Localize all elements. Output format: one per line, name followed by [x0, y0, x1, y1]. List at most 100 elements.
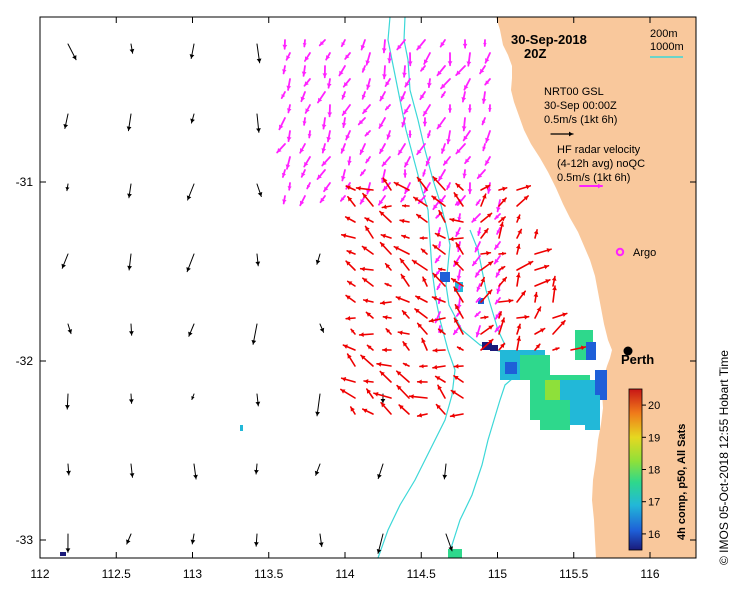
radar-vector: [434, 232, 446, 239]
radar-vector: [431, 296, 446, 303]
radar-vector: [440, 78, 451, 90]
radar-legend-line2: (4-12h avg) noQC: [557, 158, 645, 170]
radar-vector: [307, 130, 312, 139]
radar-vector: [440, 143, 446, 154]
radar-vector: [359, 169, 366, 177]
radar-vector: [434, 375, 446, 383]
radar-vector: [496, 227, 501, 235]
radar-vector: [401, 203, 410, 208]
radar-vector: [382, 177, 392, 191]
model-vector: [129, 323, 134, 336]
radar-vector: [431, 195, 446, 207]
radar-vector: [498, 317, 506, 335]
radar-vector: [379, 241, 392, 255]
radar-vector: [381, 156, 391, 167]
radar-vector: [455, 65, 466, 76]
model-vector: [126, 113, 132, 132]
radar-vector: [414, 308, 428, 319]
radar-vector: [432, 347, 446, 353]
radar-vector: [373, 391, 392, 399]
radar-vector: [318, 39, 326, 47]
radar-vector: [455, 143, 466, 155]
y-tick-label: -32: [16, 354, 34, 368]
radar-vector: [384, 282, 392, 287]
radar-vector: [397, 330, 410, 336]
radar-vector: [286, 78, 292, 91]
radar-vector: [384, 262, 392, 271]
radar-vector: [421, 337, 428, 351]
radar-vector: [552, 312, 568, 319]
sst-layer: [60, 272, 607, 558]
radar-vector: [400, 273, 410, 287]
radar-vector: [455, 242, 464, 255]
radar-vector: [286, 104, 292, 114]
radar-vector: [408, 394, 428, 399]
radar-vector: [533, 291, 539, 303]
radar-vector: [304, 104, 311, 114]
radar-legend-line1: HF radar velocity: [557, 144, 641, 156]
radar-vector: [495, 269, 501, 278]
radar-vector: [323, 182, 331, 193]
argo-label: Argo: [633, 247, 656, 259]
radar-vector: [471, 255, 481, 267]
radar-vector: [494, 213, 501, 220]
radar-vector: [382, 182, 391, 192]
radar-legend-arrow-glyph: [579, 183, 603, 189]
radar-vector: [403, 156, 411, 168]
radar-vector: [483, 39, 487, 47]
radar-vector: [321, 143, 327, 154]
radar-vector: [475, 199, 481, 206]
radar-vector: [303, 78, 311, 87]
radar-vector: [498, 221, 505, 239]
radar-vector: [432, 176, 446, 191]
radar-vector: [300, 169, 306, 178]
radar-vector: [362, 192, 374, 207]
radar-vector: [484, 156, 491, 166]
model-vector: [66, 463, 71, 476]
model-legend-arrow: [550, 131, 574, 137]
radar-vector: [484, 78, 491, 86]
x-tick-label: 113: [183, 567, 202, 581]
radar-vector: [359, 143, 366, 155]
radar-vector: [453, 286, 464, 303]
title-time: 20Z: [524, 46, 546, 61]
radar-vector: [423, 52, 431, 65]
radar-vector: [364, 225, 374, 239]
radar-vector: [475, 297, 481, 303]
radar-vector: [464, 156, 471, 165]
radar-vector: [393, 245, 410, 255]
radar-vector: [552, 285, 557, 303]
depth-legend-1000m: 1000m: [650, 41, 684, 53]
radar-vector: [400, 195, 406, 203]
radar-vector: [299, 195, 306, 207]
radar-vector: [366, 78, 371, 90]
radar-vector: [474, 269, 481, 278]
sst-patch: [595, 370, 607, 400]
radar-vector: [481, 117, 486, 126]
x-tick-label: 112: [30, 567, 49, 581]
credit-text: © IMOS 05-Oct-2018 12:55 Hobart Time: [717, 350, 731, 565]
radar-vector: [474, 311, 481, 318]
model-legend-line2: 30-Sep 00:00Z: [544, 100, 617, 112]
radar-vector: [475, 325, 481, 338]
radar-vector: [435, 403, 446, 415]
radar-legend-arrow: [579, 183, 603, 189]
radar-vector: [403, 104, 411, 115]
depth-contour-1000m: [377, 17, 456, 558]
radar-vector: [516, 214, 521, 223]
radar-vector: [340, 388, 356, 399]
radar-vector: [481, 91, 487, 104]
model-vector: [61, 253, 69, 269]
x-tick-label: 113.5: [254, 567, 283, 581]
radar-vector: [516, 323, 522, 335]
radar-vector: [345, 315, 356, 321]
radar-vector: [363, 379, 374, 384]
radar-vector: [453, 375, 464, 383]
radar-vector: [347, 156, 352, 166]
radar-vector: [342, 344, 356, 351]
radar-vector: [397, 143, 406, 156]
radar-vector: [416, 176, 428, 191]
argo-marker: [615, 247, 625, 257]
colorbar-tick-label: 17: [648, 497, 660, 509]
radar-vector: [365, 388, 374, 399]
